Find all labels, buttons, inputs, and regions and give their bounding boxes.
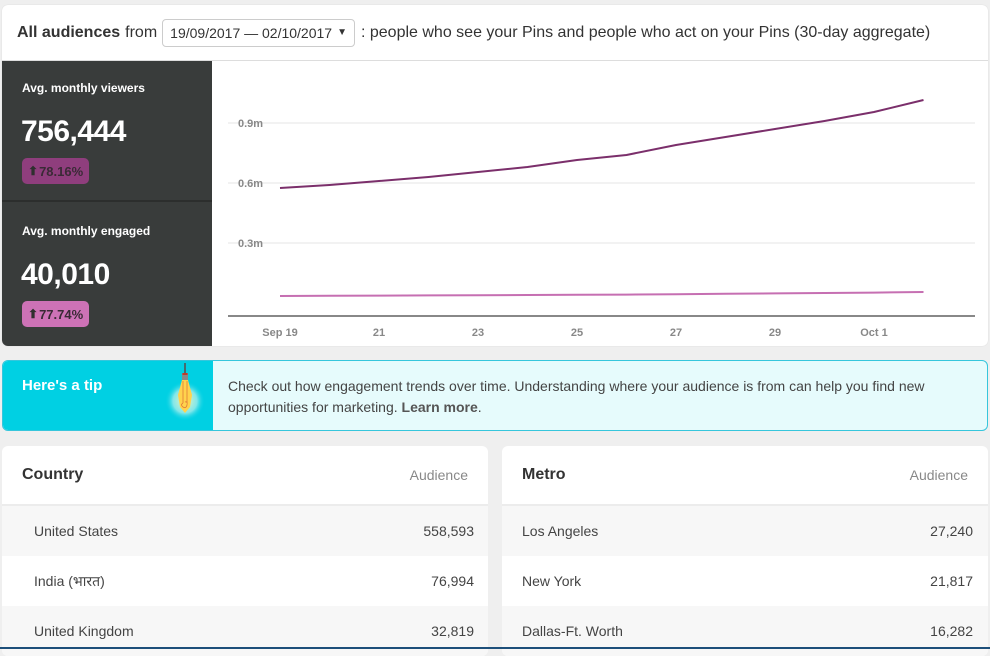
metro-column-header: Metro	[522, 466, 566, 483]
audience-overview-card: All audiences from 19/09/2017 — 02/10/20…	[2, 5, 988, 346]
country-name: India (भारत)	[34, 572, 105, 589]
audience-title: All audiences	[17, 23, 121, 41]
audience-value: 21,817	[930, 573, 973, 589]
tip-text: Check out how engagement trends over tim…	[228, 376, 968, 418]
audience-value: 558,593	[423, 523, 474, 539]
tip-header: Here's a tip	[3, 361, 213, 430]
tip-body: Check out how engagement trends over tim…	[228, 378, 925, 415]
audience-value: 32,819	[431, 623, 474, 639]
arrow-up-icon: ⬆	[28, 164, 39, 178]
country-name: United States	[34, 523, 119, 539]
metro-table: Metro Audience Los Angeles 27,240 New Yo…	[502, 446, 988, 656]
audience-description: : people who see your Pins and people wh…	[360, 23, 931, 41]
table-header: Country Audience	[2, 446, 488, 506]
stat-value: 756,444	[21, 115, 126, 148]
stat-label: Avg. monthly viewers	[22, 81, 145, 95]
svg-text:Oct 1: Oct 1	[860, 327, 888, 339]
stat-monthly-engaged[interactable]: Avg. monthly engaged 40,010 ⬆ 77.74%	[2, 204, 212, 346]
table-header: Metro Audience	[502, 446, 988, 506]
table-row[interactable]: United States 558,593	[2, 506, 488, 556]
chevron-down-icon: ▼	[337, 27, 347, 38]
date-range-dropdown[interactable]: 19/09/2017 — 02/10/2017 ▼	[162, 18, 355, 47]
change-value: 78.16%	[39, 163, 84, 179]
change-value: 77.74%	[39, 306, 84, 322]
svg-text:0.9m: 0.9m	[238, 118, 263, 130]
chart-canvas: 0.3m 0.6m 0.9m Sep 19 21 23 25 27 29 Oct 1	[228, 99, 975, 339]
learn-more-link[interactable]: Learn more	[401, 399, 478, 415]
overview-header: All audiences from 19/09/2017 — 02/10/20…	[2, 5, 988, 61]
stats-panel: Avg. monthly viewers 756,444 ⬆ 78.16% Av…	[2, 61, 212, 346]
taskbar-edge	[0, 647, 990, 649]
svg-text:29: 29	[769, 327, 781, 339]
from-label: from	[125, 23, 158, 41]
stat-label: Avg. monthly engaged	[22, 224, 151, 238]
metro-name: Dallas-Ft. Worth	[522, 623, 623, 639]
stat-monthly-viewers[interactable]: Avg. monthly viewers 756,444 ⬆ 78.16%	[2, 61, 212, 202]
country-column-header: Country	[22, 466, 84, 483]
country-name: United Kingdom	[34, 623, 134, 639]
table-body: United States 558,593 India (भारत) 76,99…	[2, 506, 488, 656]
change-badge: ⬆ 77.74%	[22, 301, 90, 327]
tip-banner: Here's a tip Check out how engagement tr…	[2, 360, 988, 431]
svg-text:25: 25	[571, 327, 583, 339]
stat-value: 40,010	[21, 258, 110, 291]
audience-line-chart: 0.3m 0.6m 0.9m Sep 19 21 23 25 27 29 Oct 1	[212, 61, 988, 346]
svg-text:23: 23	[472, 327, 484, 339]
audience-value: 27,240	[930, 523, 973, 539]
audience-column-header: Audience	[409, 467, 468, 483]
tip-suffix: .	[477, 399, 482, 415]
metro-name: Los Angeles	[522, 523, 599, 539]
svg-text:Sep 19: Sep 19	[262, 327, 297, 339]
date-range-value: 19/09/2017 — 02/10/2017	[170, 24, 333, 41]
arrow-up-icon: ⬆	[28, 307, 39, 321]
lightbulb-icon	[165, 363, 205, 421]
change-badge: ⬆ 78.16%	[22, 158, 90, 184]
svg-text:0.6m: 0.6m	[238, 178, 263, 190]
tip-title: Here's a tip	[22, 377, 103, 394]
table-row[interactable]: New York 21,817	[502, 556, 988, 606]
svg-text:27: 27	[670, 327, 682, 339]
svg-text:21: 21	[373, 327, 385, 339]
audience-value: 76,994	[431, 573, 474, 589]
table-body: Los Angeles 27,240 New York 21,817 Dalla…	[502, 506, 988, 656]
table-row[interactable]: Los Angeles 27,240	[502, 506, 988, 556]
country-table: Country Audience United States 558,593 I…	[2, 446, 488, 656]
metro-name: New York	[522, 573, 582, 589]
svg-text:0.3m: 0.3m	[238, 238, 263, 250]
table-row[interactable]: India (भारत) 76,994	[2, 556, 488, 606]
audience-column-header: Audience	[909, 467, 968, 483]
audience-value: 16,282	[930, 623, 973, 639]
